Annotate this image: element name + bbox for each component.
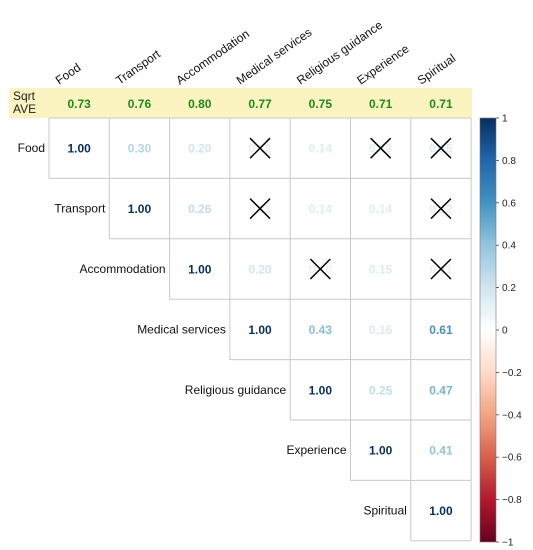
column-label: Food bbox=[53, 60, 83, 87]
colorbar-bar bbox=[479, 117, 497, 543]
sqrt-ave-value: 0.76 bbox=[128, 97, 152, 111]
correlation-value: 0.14 bbox=[369, 202, 393, 216]
correlation-value: 1.00 bbox=[67, 142, 91, 156]
sqrt-ave-value: 0.71 bbox=[429, 97, 453, 111]
row-label: Food bbox=[18, 141, 45, 155]
cross-stroke bbox=[309, 258, 331, 280]
row-label: Spiritual bbox=[363, 504, 406, 518]
sqrt-ave-label: Sqrt bbox=[13, 89, 36, 103]
matrix-grid bbox=[48, 117, 472, 542]
cross-stroke bbox=[249, 198, 271, 220]
colorbar-tick-label: −0.6 bbox=[502, 453, 522, 464]
row-labels: Food Transport Accommodation Medical servic… bbox=[18, 141, 407, 517]
correlation-value: 0.30 bbox=[128, 142, 152, 156]
colorbar-tick-label: −1 bbox=[502, 538, 514, 549]
colorbar-tick-label: 0.6 bbox=[502, 198, 516, 209]
colorbar: 1 0.8 0.6 0.4 0.2 0 −0.2 −0.4 −0.6 −0.8 −1 bbox=[479, 114, 522, 549]
row-label: Religious guidance bbox=[185, 383, 287, 397]
colorbar-tick-label: 0 bbox=[502, 326, 508, 337]
cross-mark bbox=[309, 258, 331, 280]
column-label: Experience bbox=[354, 41, 411, 87]
column-label: Transport bbox=[113, 46, 163, 87]
correlation-value: 0.43 bbox=[309, 323, 333, 337]
correlation-value: 0.25 bbox=[369, 383, 393, 397]
sqrt-ave-value: 0.80 bbox=[188, 97, 212, 111]
sqrt-ave-label: AVE bbox=[13, 102, 36, 116]
cross-mark bbox=[430, 258, 452, 280]
cross-mark bbox=[249, 137, 271, 159]
correlation-value: 0.47 bbox=[429, 383, 453, 397]
correlation-value: 1.00 bbox=[188, 263, 212, 277]
sqrt-ave-band bbox=[9, 88, 472, 118]
sqrt-ave-value: 0.73 bbox=[67, 97, 91, 111]
sqrt-ave-value: 0.75 bbox=[309, 97, 333, 111]
correlation-value: 1.00 bbox=[248, 323, 272, 337]
correlation-value: 1.00 bbox=[429, 504, 453, 518]
correlation-value: 0.16 bbox=[369, 323, 393, 337]
colorbar-tick-label: −0.4 bbox=[502, 410, 522, 421]
correlation-value: 1.00 bbox=[309, 383, 333, 397]
row-label: Transport bbox=[54, 202, 106, 216]
cross-stroke bbox=[370, 137, 392, 159]
cross-stroke bbox=[249, 137, 271, 159]
column-label: Spiritual bbox=[415, 51, 459, 87]
correlation-value: 0.41 bbox=[429, 444, 453, 458]
row-label: Experience bbox=[286, 443, 346, 457]
cross-mark bbox=[430, 198, 452, 220]
sqrt-ave-value: 0.77 bbox=[248, 97, 272, 111]
correlation-value: 0.14 bbox=[309, 142, 333, 156]
colorbar-tick-label: 0.4 bbox=[502, 241, 516, 252]
correlation-value: 0.15 bbox=[369, 263, 393, 277]
matrix-cells: 1.000.300.200.120.140.130.151.000.260.11… bbox=[67, 137, 453, 518]
cross-stroke bbox=[430, 198, 452, 220]
colorbar-tick-label: 1 bbox=[502, 114, 508, 125]
colorbar-tick-label: 0.8 bbox=[502, 156, 516, 167]
colorbar-tick-label: −0.2 bbox=[502, 368, 522, 379]
row-label: Medical services bbox=[137, 322, 226, 336]
cross-stroke bbox=[430, 137, 452, 159]
colorbar-tick-label: −0.8 bbox=[502, 495, 522, 506]
correlation-value: 0.14 bbox=[309, 202, 333, 216]
cross-mark bbox=[249, 198, 271, 220]
colorbar-tick-label: 0.2 bbox=[502, 283, 516, 294]
correlation-value: 0.26 bbox=[188, 202, 212, 216]
row-label: Accommodation bbox=[80, 262, 166, 276]
correlation-value: 1.00 bbox=[369, 444, 393, 458]
sqrt-ave-row: Sqrt AVE 0.73 0.76 0.80 0.77 0.75 0.71 0.71 bbox=[9, 88, 472, 118]
correlation-value: 0.61 bbox=[429, 323, 453, 337]
correlation-value: 1.00 bbox=[128, 202, 152, 216]
correlation-value: 0.20 bbox=[188, 142, 212, 156]
cross-mark bbox=[370, 137, 392, 159]
correlation-value: 0.20 bbox=[248, 263, 272, 277]
cross-mark bbox=[430, 137, 452, 159]
cross-stroke bbox=[430, 258, 452, 280]
sqrt-ave-value: 0.71 bbox=[369, 97, 393, 111]
